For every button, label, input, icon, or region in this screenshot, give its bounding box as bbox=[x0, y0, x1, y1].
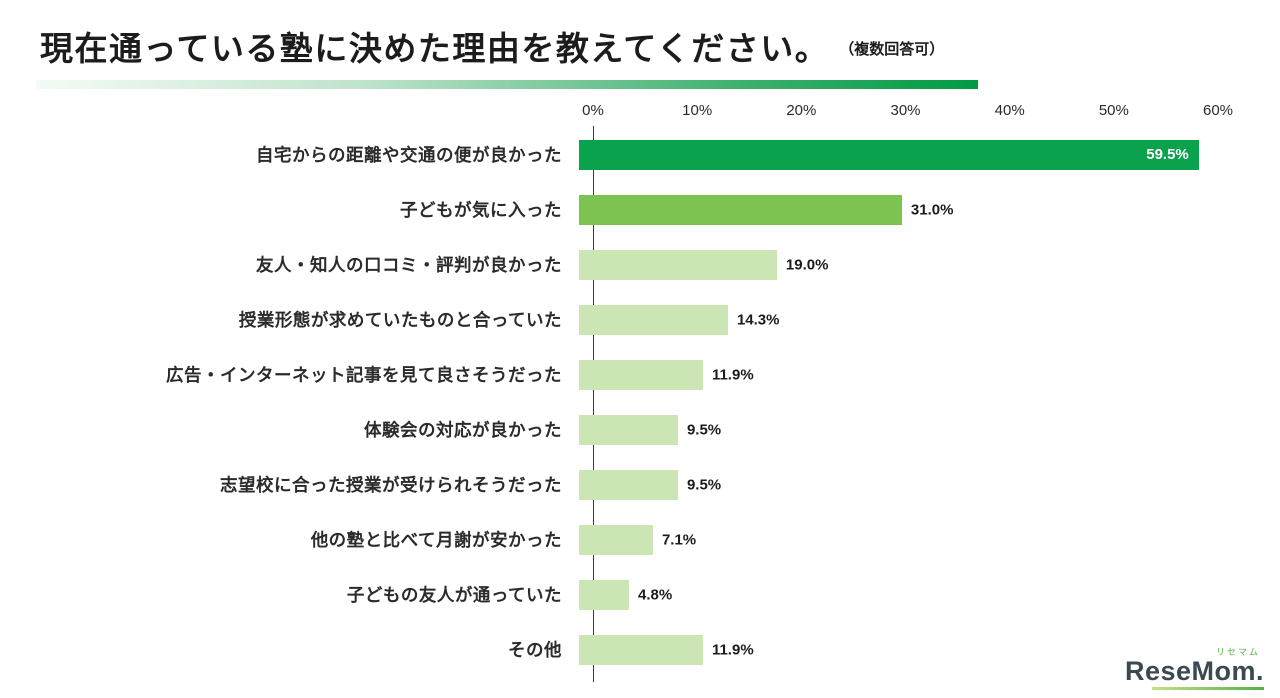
bar-chart: 0% 10% 20% 30% 40% 50% 60% 自宅からの距離や交通の便が良かった 59… bbox=[0, 100, 1280, 692]
bar-row: 他の塾と比べて月謝が安かった 7.1% bbox=[0, 512, 1280, 567]
logo-underline-decoration bbox=[1152, 687, 1264, 690]
bar-plot-area: 14.3% bbox=[578, 304, 1203, 335]
bar-row: 志望校に合った授業が受けられそうだった 9.5% bbox=[0, 457, 1280, 512]
title-note: （複数回答可） bbox=[839, 41, 945, 58]
category-label: 他の塾と比べて月謝が安かった bbox=[310, 530, 562, 550]
bar-value: 19.0% bbox=[785, 256, 829, 273]
logo-text: ReseMom. bbox=[1124, 656, 1264, 686]
bar-row: 広告・インターネット記事を見て良さそうだった 11.9% bbox=[0, 347, 1280, 402]
category-label: 広告・インターネット記事を見て良さそうだった bbox=[166, 365, 562, 385]
bar bbox=[579, 304, 728, 335]
title-underline-decoration bbox=[36, 80, 978, 89]
bar-plot-area: 9.5% bbox=[578, 414, 1203, 445]
x-axis-tick: 40% bbox=[994, 102, 1025, 119]
category-label: その他 bbox=[508, 640, 562, 660]
x-axis-tick: 0% bbox=[582, 102, 604, 119]
bar-plot-area: 19.0% bbox=[578, 249, 1203, 280]
bar bbox=[579, 634, 703, 665]
category-label: 授業形態が求めていたものと合っていた bbox=[238, 310, 562, 330]
bar-value: 9.5% bbox=[686, 421, 722, 438]
bar-row: 子どもが気に入った 31.0% bbox=[0, 182, 1280, 237]
x-axis-tick: 20% bbox=[786, 102, 817, 119]
resemom-logo: リセマム ReseMom. bbox=[1125, 648, 1264, 690]
bar bbox=[579, 249, 777, 280]
page-title: 現在通っている塾に決めた理由を教えてください。 bbox=[40, 30, 830, 67]
bar-plot-area: 9.5% bbox=[578, 469, 1203, 500]
bar-plot-area: 11.9% bbox=[578, 359, 1203, 390]
x-axis: 0% 10% 20% 30% 40% 50% 60% bbox=[582, 102, 1233, 122]
bar-plot-area: 7.1% bbox=[578, 524, 1203, 555]
logo-katakana: リセマム bbox=[1215, 647, 1260, 657]
bar bbox=[579, 414, 678, 445]
bar-value: 7.1% bbox=[661, 531, 697, 548]
bar-plot-area: 4.8% bbox=[578, 579, 1203, 610]
bar-value: 11.9% bbox=[711, 641, 754, 658]
bar-row: 友人・知人の口コミ・評判が良かった 19.0% bbox=[0, 237, 1280, 292]
bar bbox=[579, 359, 703, 390]
category-label: 子どもが気に入った bbox=[400, 200, 562, 220]
bar-value: 9.5% bbox=[686, 476, 722, 493]
bar-value: 4.8% bbox=[638, 586, 673, 603]
bar bbox=[579, 194, 902, 225]
category-label: 子どもの友人が通っていた bbox=[346, 585, 562, 605]
chart-header: 現在通っている塾に決めた理由を教えてください。 （複数回答可） bbox=[40, 22, 1240, 70]
bar-value: 14.3% bbox=[736, 311, 780, 328]
bar bbox=[579, 469, 678, 500]
y-axis-line bbox=[593, 126, 594, 682]
bar-row: 体験会の対応が良かった 9.5% bbox=[0, 402, 1280, 457]
bar-row: 授業形態が求めていたものと合っていた 14.3% bbox=[0, 292, 1280, 347]
category-label: 志望校に合った授業が受けられそうだった bbox=[220, 475, 562, 495]
x-axis-tick: 30% bbox=[890, 102, 921, 119]
bar-plot-area: 31.0% bbox=[578, 194, 1203, 225]
category-label: 友人・知人の口コミ・評判が良かった bbox=[256, 255, 562, 275]
x-axis-tick: 50% bbox=[1098, 102, 1129, 119]
bar-row: 自宅からの距離や交通の便が良かった 59.5% bbox=[0, 127, 1280, 182]
bar bbox=[579, 524, 653, 555]
x-axis-tick: 60% bbox=[1202, 102, 1234, 119]
bar-value: 31.0% bbox=[910, 201, 954, 218]
bar-row: その他 11.9% bbox=[0, 622, 1280, 677]
x-axis-tick: 10% bbox=[682, 102, 713, 119]
bar-plot-area: 11.9% bbox=[578, 634, 1203, 665]
bar-value: 11.9% bbox=[711, 366, 754, 383]
bar bbox=[579, 579, 629, 610]
category-label: 体験会の対応が良かった bbox=[364, 420, 562, 440]
bar-value: 59.5% bbox=[1146, 146, 1189, 163]
category-label: 自宅からの距離や交通の便が良かった bbox=[256, 145, 562, 165]
bar: 59.5% bbox=[579, 139, 1199, 170]
bar-plot-area: 59.5% bbox=[578, 139, 1203, 170]
bar-row: 子どもの友人が通っていた 4.8% bbox=[0, 567, 1280, 622]
bar-rows: 自宅からの距離や交通の便が良かった 59.5% 子どもが気に入った 31.0% 友人・知… bbox=[0, 127, 1280, 677]
